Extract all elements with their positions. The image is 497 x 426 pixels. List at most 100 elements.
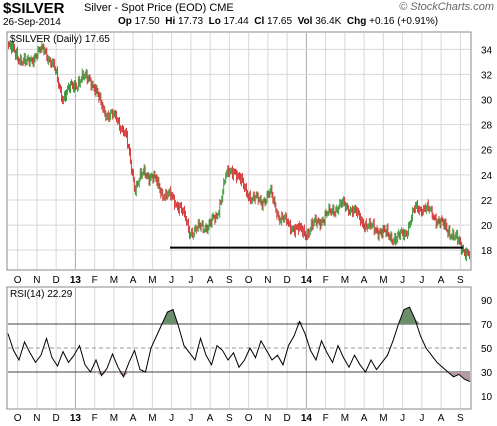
rsi-x-tick-label: N: [33, 413, 40, 424]
close-label: Cl: [254, 16, 265, 27]
chart-header: $SILVER Silver - Spot Price (EOD) CME 26…: [0, 0, 497, 32]
price-panel-label: $SILVER (Daily) 17.65: [10, 34, 110, 45]
rsi-oversold-fill: [101, 372, 107, 376]
rsi-x-tick-label: S: [457, 413, 464, 424]
price-series-label: $SILVER (Daily) 17.65: [10, 34, 110, 45]
price-candles: [8, 41, 470, 262]
price-x-tick-label: A: [130, 275, 137, 286]
exchange-text: CME: [209, 2, 234, 14]
price-grid: [8, 33, 470, 269]
price-x-axis: O N D 13 F M A M J J A S O N D 14 F M A M J J A S: [14, 275, 464, 286]
rsi-x-tick-label: M: [110, 413, 118, 424]
stockcharts-logo[interactable]: © StockCharts.com: [399, 1, 494, 13]
price-x-tick-label: M: [110, 275, 118, 286]
rsi-oversold-fill: [464, 372, 470, 382]
price-x-tick-label: M: [148, 275, 156, 286]
rsi-x-tick-label: 13: [70, 413, 82, 424]
rsi-x-tick-label: M: [341, 413, 349, 424]
price-y-axis: 18 20 22 24 26 28 30 32 34: [481, 45, 493, 257]
price-x-tick-label: F: [92, 275, 98, 286]
rsi-overbought-fill: [404, 307, 410, 324]
rsi-x-tick-label: D: [284, 413, 291, 424]
rsi-x-tick-label: F: [92, 413, 98, 424]
price-x-tick-label: M: [341, 275, 349, 286]
rsi-y-tick-label: 10: [481, 392, 493, 403]
open-value: 17.50: [134, 16, 160, 27]
price-x-tick-label: 14: [301, 275, 313, 286]
rsi-x-tick-label: A: [130, 413, 137, 424]
rsi-y-tick-label: 90: [481, 296, 493, 307]
rsi-x-axis: O N D 13 F M A M J J A S O N D 14 F M A M J J A S: [14, 413, 464, 424]
price-x-tick-label: A: [207, 275, 214, 286]
high-value: 17.73: [178, 16, 204, 27]
price-x-tick-label: A: [438, 275, 445, 286]
rsi-x-tick-label: A: [361, 413, 368, 424]
rsi-y-tick-label: 30: [481, 368, 493, 379]
high-label: Hi: [165, 16, 176, 27]
price-x-tick-label: J: [419, 275, 424, 286]
price-x-tick-label: A: [361, 275, 368, 286]
price-y-tick-label: 32: [481, 70, 493, 81]
rsi-x-tick-label: O: [245, 413, 253, 424]
low-label: Lo: [208, 16, 221, 27]
rsi-oversold-fill: [453, 372, 459, 377]
price-x-tick-label: N: [33, 275, 40, 286]
rsi-x-tick-label: J: [419, 413, 424, 424]
rsi-x-tick-label: O: [14, 413, 22, 424]
rsi-x-tick-label: F: [323, 413, 329, 424]
price-y-tick-label: 30: [481, 96, 493, 107]
symbol-description: Silver - Spot Price (EOD) CME: [84, 2, 234, 14]
price-y-tick-label: 22: [481, 196, 493, 207]
price-panel-frame: [6, 31, 472, 271]
quote-date: 26-Sep-2014: [3, 17, 61, 28]
rsi-x-tick-label: 14: [301, 413, 313, 424]
price-x-tick-label: S: [457, 275, 464, 286]
rsi-series-label: RSI(14) 22.29: [10, 289, 73, 300]
rsi-x-tick-label: J: [188, 413, 193, 424]
ohlc-summary: Op 17.50 Hi 17.73 Lo 17.44 Cl 17.65 Vol …: [118, 16, 438, 27]
rsi-x-tick-label: N: [264, 413, 271, 424]
rsi-overbought-fill: [294, 321, 300, 324]
price-x-tick-label: D: [53, 275, 60, 286]
symbol-title: $SILVER: [3, 0, 65, 17]
rsi-grid: [8, 288, 470, 408]
price-y-tick-label: 20: [481, 221, 493, 232]
open-label: Op: [118, 16, 132, 27]
description-text: Silver - Spot Price (EOD): [84, 2, 207, 14]
rsi-x-tick-label: D: [53, 413, 60, 424]
price-x-tick-label: M: [379, 275, 387, 286]
rsi-x-tick-label: S: [226, 413, 233, 424]
rsi-line: [7, 306, 471, 383]
rsi-oversold-fill: [118, 372, 124, 377]
rsi-y-tick-label: 50: [481, 344, 493, 355]
volume-label: Vol: [297, 16, 313, 27]
rsi-x-tick-label: M: [148, 413, 156, 424]
price-x-tick-label: J: [188, 275, 193, 286]
price-y-tick-label: 18: [481, 246, 493, 257]
change-label: Chg: [346, 16, 367, 27]
rsi-x-tick-label: J: [169, 413, 174, 424]
volume-value: 36.4K: [315, 16, 342, 27]
price-x-tick-label: O: [245, 275, 253, 286]
price-x-tick-label: D: [284, 275, 291, 286]
price-y-tick-label: 26: [481, 146, 493, 157]
change-value: +0.16 (+0.91%): [369, 16, 439, 27]
rsi-y-axis: 10 30 50 70 90: [481, 296, 493, 403]
rsi-x-tick-label: J: [400, 413, 405, 424]
rsi-y-tick-label: 70: [481, 320, 493, 331]
rsi-x-tick-label: M: [379, 413, 387, 424]
close-value: 17.65: [267, 16, 293, 27]
price-y-tick-label: 24: [481, 171, 493, 182]
price-x-tick-label: J: [169, 275, 174, 286]
rsi-x-tick-label: A: [207, 413, 214, 424]
price-y-tick-label: 34: [481, 45, 493, 56]
price-x-tick-label: F: [323, 275, 329, 286]
rsi-overbought-fill: [167, 309, 173, 324]
price-x-tick-label: J: [400, 275, 405, 286]
rsi-panel-frame: [6, 286, 472, 410]
price-x-tick-label: N: [264, 275, 271, 286]
rsi-x-tick-label: A: [438, 413, 445, 424]
price-x-tick-label: O: [14, 275, 22, 286]
price-x-tick-label: 13: [70, 275, 82, 286]
